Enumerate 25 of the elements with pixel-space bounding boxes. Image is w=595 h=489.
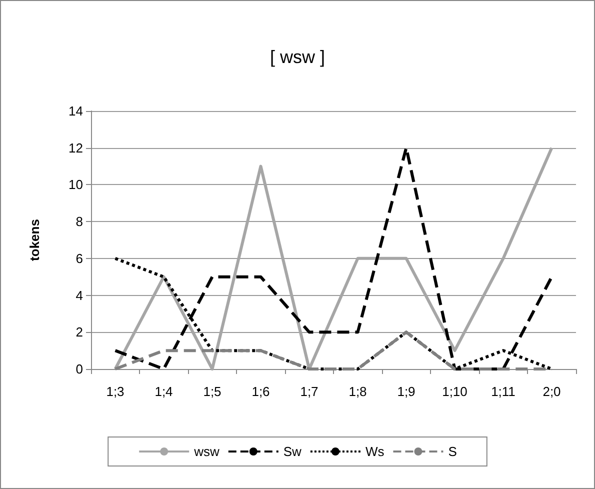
x-tick-label: 1;8 bbox=[348, 384, 367, 399]
x-tick-label: 1;6 bbox=[252, 384, 270, 399]
y-tick-label: 8 bbox=[76, 214, 83, 230]
x-tick-label: 1;10 bbox=[442, 384, 468, 399]
legend-label: Ws bbox=[365, 444, 385, 459]
x-tick-label: 1;5 bbox=[203, 384, 222, 399]
y-tick-label: 0 bbox=[76, 362, 83, 376]
x-tick-label: 1;3 bbox=[106, 384, 124, 399]
x-tick-label: 1;11 bbox=[491, 384, 516, 399]
y-tick-label: 10 bbox=[68, 177, 83, 192]
y-tick-label: 12 bbox=[68, 140, 83, 156]
y-tick-label: 6 bbox=[76, 250, 83, 266]
y-axis-title: tokens bbox=[27, 219, 42, 261]
legend-label: Sw bbox=[283, 444, 302, 459]
chart-title: [ wsw ] bbox=[270, 47, 326, 67]
y-tick-label: 14 bbox=[68, 104, 83, 118]
legend-label: S bbox=[448, 444, 458, 459]
x-tick-label: 1;9 bbox=[397, 384, 416, 399]
x-tick-label: 1;4 bbox=[154, 384, 173, 399]
legend-label: wsw bbox=[193, 444, 220, 459]
x-tick-label: 2;0 bbox=[542, 384, 561, 399]
y-tick-label: 4 bbox=[76, 288, 83, 303]
line-series bbox=[114, 146, 554, 370]
x-tick-label: 1;7 bbox=[300, 384, 318, 399]
y-tick-label: 2 bbox=[76, 324, 83, 340]
